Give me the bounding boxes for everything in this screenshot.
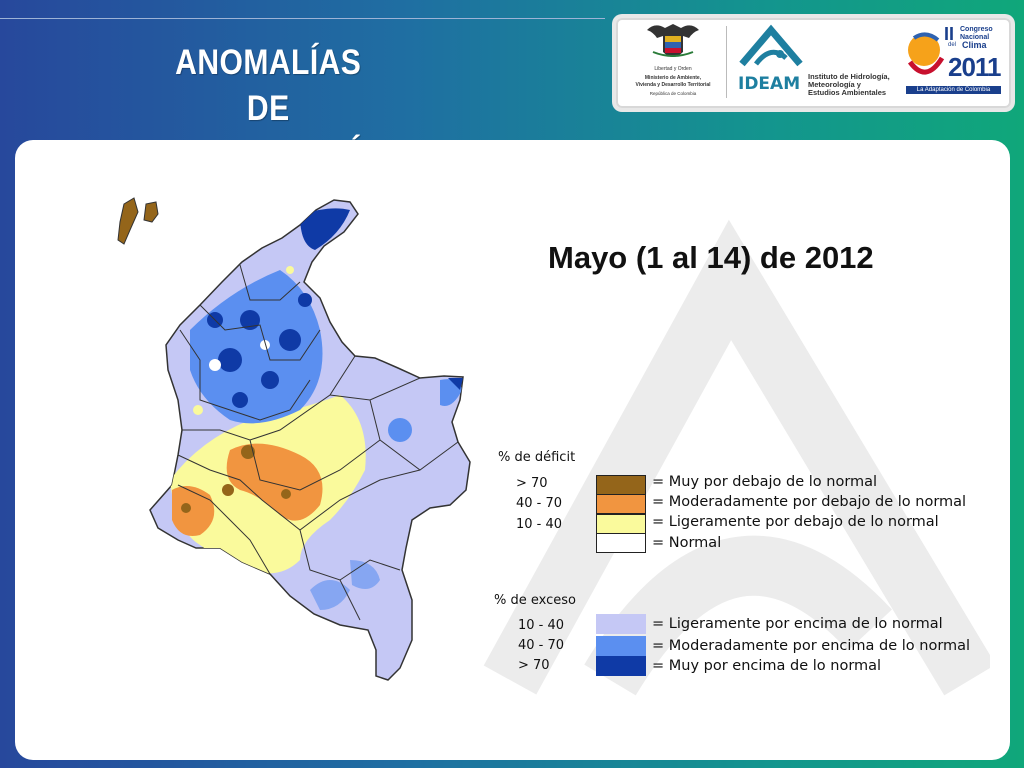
logo-panel: Libertad y Orden Ministerio de Ambiente,…	[616, 18, 1011, 108]
deficit-range-2: 40 - 70	[516, 496, 563, 511]
providencia-island	[143, 201, 159, 223]
deficit-heading: % de déficit	[498, 450, 576, 465]
sun-swirl-icon	[907, 32, 945, 75]
excess-heading: % de exceso	[494, 593, 576, 608]
excess-swatch-2	[596, 636, 646, 656]
deficit-swatch-2	[596, 494, 646, 514]
excess-swatch-3	[596, 656, 646, 676]
deficit-label-1: = Muy por debajo de lo normal	[652, 474, 878, 490]
ideam-name-3: Estudios Ambientales	[808, 88, 887, 97]
ministry-motto: Libertad y Orden	[654, 66, 692, 72]
congreso-line-3: Clima	[962, 40, 987, 50]
ideam-emblem-icon	[739, 24, 803, 67]
congreso-line-2: Nacional	[960, 34, 990, 41]
congreso-line-1: Congreso	[960, 26, 993, 33]
deficit-range-1: > 70	[516, 476, 548, 491]
ideam-acronym: IDEAM	[738, 74, 801, 94]
deficit-range-3: 10 - 40	[516, 517, 563, 532]
deficit-label-2: = Moderadamente por debajo de lo normal	[652, 494, 967, 510]
ideam-name-2: Meteorología y	[808, 80, 861, 89]
ministry-name-2: Vivienda y Desarrollo Territorial	[635, 82, 711, 88]
excess-swatch-1	[596, 614, 646, 634]
congreso-roman: II	[944, 24, 955, 44]
ministry-name-1: Ministerio de Ambiente,	[644, 75, 702, 81]
excess-label-3: = Muy por encima de lo normal	[652, 658, 882, 674]
excess-range-3: > 70	[518, 658, 550, 673]
san-andres-island	[117, 197, 139, 245]
deficit-label-3: = Ligeramente por debajo de lo normal	[652, 514, 939, 530]
normal-label: = Normal	[652, 535, 722, 551]
excess-range-2: 40 - 70	[518, 638, 565, 653]
title-line-1: ANOMALÍAS DE	[175, 43, 362, 128]
ideam-logo: IDEAM Instituto de Hidrología, Meteorolo…	[736, 22, 896, 104]
congreso-tagline: La Adaptación de Colombia	[906, 86, 1001, 94]
normal-swatch	[596, 533, 646, 553]
excess-label-2: = Moderadamente por encima de lo normal	[652, 638, 971, 654]
ministry-logo: Libertad y Orden Ministerio de Ambiente,…	[628, 22, 718, 104]
map-subtitle: Mayo (1 al 14) de 2012	[548, 240, 874, 275]
coat-of-arms-icon	[647, 24, 699, 57]
deficit-swatch-3	[596, 514, 646, 534]
top-divider	[0, 18, 605, 19]
ministry-country: República de Colombia	[649, 91, 697, 96]
excess-range-1: 10 - 40	[518, 618, 565, 633]
logo-separator	[726, 26, 727, 98]
congreso-prefix: del	[948, 42, 957, 48]
congreso-year: 2011	[948, 52, 1001, 82]
deficit-swatch-1	[596, 475, 646, 495]
congreso-clima-logo: II Congreso Nacional del Clima 2011 La A…	[906, 24, 1001, 102]
excess-label-1: = Ligeramente por encima de lo normal	[652, 616, 943, 632]
ideam-name-1: Instituto de Hidrología,	[808, 72, 890, 81]
